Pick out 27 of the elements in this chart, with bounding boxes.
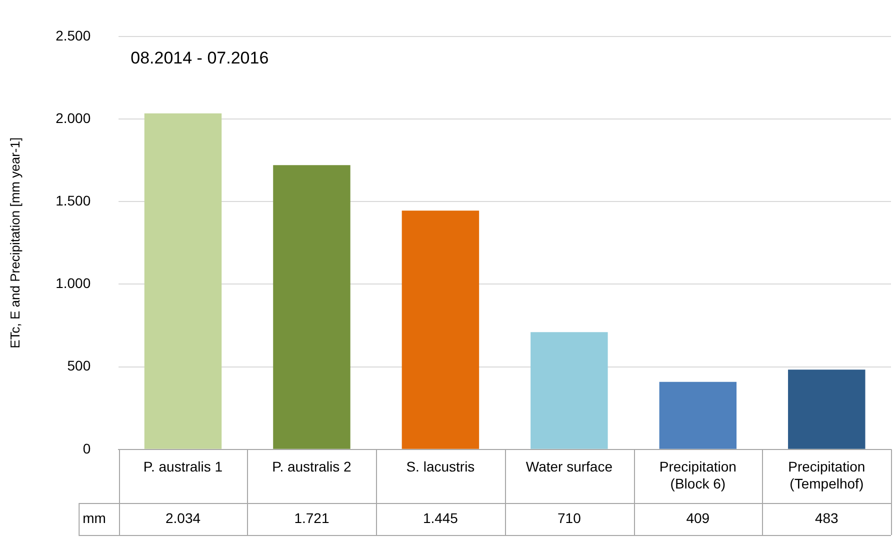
x-tick-label: Water surface bbox=[526, 458, 613, 475]
text: 08.2014 - 07.2016 bbox=[130, 48, 269, 68]
bar bbox=[402, 210, 480, 449]
bar bbox=[144, 113, 222, 449]
y-tick-label: 2.500 bbox=[56, 27, 91, 44]
data-label: 1.721 bbox=[294, 510, 330, 526]
text: mm bbox=[82, 510, 106, 526]
x-tick-label: Precipitation (Block 6) bbox=[659, 458, 736, 492]
x-tick-label: P. australis 1 bbox=[143, 458, 223, 475]
data-label: 409 bbox=[686, 510, 710, 526]
x-tick-label: Precipitation (Tempelhof) bbox=[788, 458, 866, 492]
x-tick-label: P. australis 2 bbox=[272, 458, 352, 475]
data-label: 2.034 bbox=[165, 510, 201, 526]
y-tick-label: 1.500 bbox=[56, 192, 91, 208]
data-label: 1.445 bbox=[422, 510, 458, 526]
bar bbox=[788, 370, 866, 449]
y-tick-label: 500 bbox=[67, 358, 91, 374]
y-axis-title: ETc, E and Precipitation [mm year-1] bbox=[7, 137, 22, 348]
data-label: 710 bbox=[558, 510, 582, 526]
bar bbox=[530, 332, 608, 449]
y-tick-label: 1.000 bbox=[56, 275, 91, 292]
data-label: 483 bbox=[814, 510, 839, 526]
bar bbox=[659, 382, 737, 449]
y-tick-label: 0 bbox=[82, 440, 91, 456]
x-tick-label: S. lacustris bbox=[406, 458, 475, 475]
y-tick-label: 2.000 bbox=[56, 110, 91, 126]
bar bbox=[273, 165, 350, 449]
